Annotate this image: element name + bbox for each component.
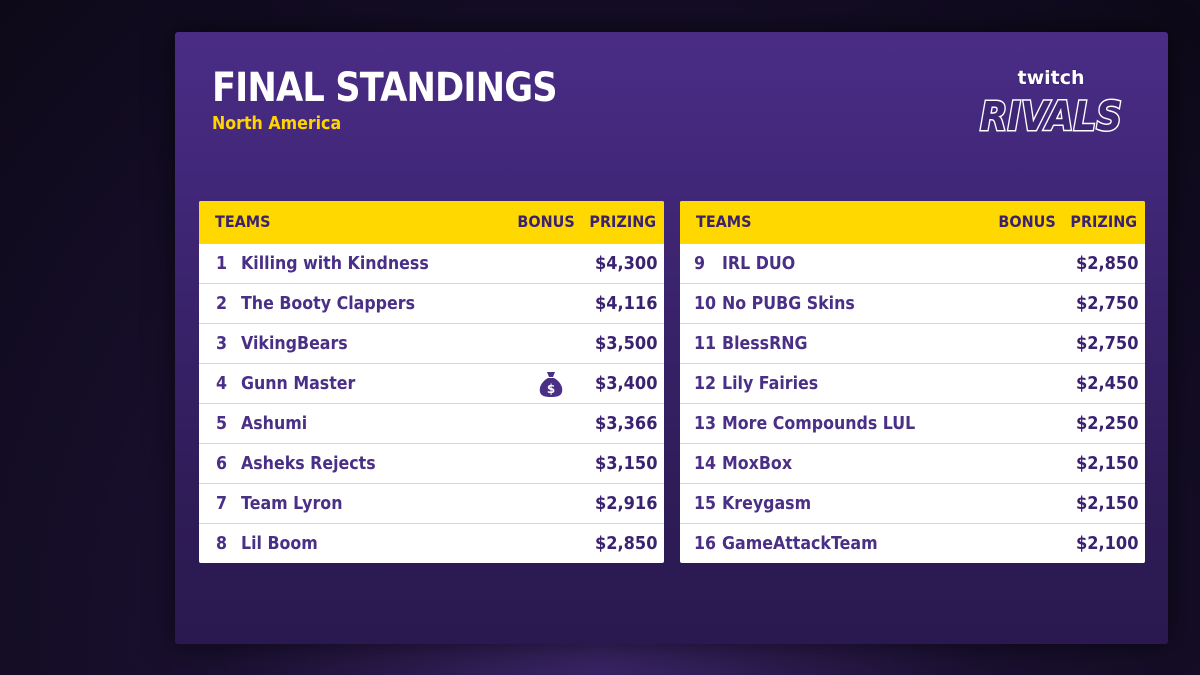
prize-amount: $2,450 bbox=[1075, 373, 1138, 394]
header-bonus: BONUS bbox=[517, 212, 575, 231]
rank-number: 11 bbox=[694, 333, 717, 354]
header-teams: TEAMS bbox=[696, 212, 752, 231]
table-row: 1 Killing with Kindness $4,300 bbox=[199, 244, 664, 283]
table-row: 2 The Booty Clappers $4,116 bbox=[199, 283, 664, 323]
team-name: GameAttackTeam bbox=[722, 533, 878, 554]
logo-rivals-text: RIVALS bbox=[980, 94, 1122, 138]
table-header: TEAMS BONUS PRIZING bbox=[680, 201, 1145, 244]
prize-amount: $2,850 bbox=[594, 533, 657, 554]
rank-number: 7 bbox=[216, 493, 228, 514]
team-name: Team Lyron bbox=[241, 493, 343, 514]
rank-number: 4 bbox=[216, 373, 228, 394]
rank-number: 16 bbox=[694, 533, 717, 554]
team-name: BlessRNG bbox=[722, 333, 808, 354]
team-name: Gunn Master bbox=[241, 373, 356, 394]
table-row: 4 Gunn Master $ $3,400 bbox=[199, 363, 664, 403]
prize-amount: $4,300 bbox=[594, 253, 657, 274]
table-header: TEAMS BONUS PRIZING bbox=[199, 201, 664, 244]
team-name: Lily Fairies bbox=[722, 373, 819, 394]
rank-number: 3 bbox=[216, 333, 228, 354]
rank-number: 9 bbox=[694, 253, 706, 274]
rank-number: 15 bbox=[694, 493, 717, 514]
region-subtitle: North America bbox=[212, 113, 342, 134]
prize-amount: $2,100 bbox=[1075, 533, 1138, 554]
header-prizing: PRIZING bbox=[1070, 212, 1137, 231]
team-name: More Compounds LUL bbox=[722, 413, 916, 434]
table-row: 6 Asheks Rejects $3,150 bbox=[199, 443, 664, 483]
team-name: Killing with Kindness bbox=[241, 253, 429, 274]
table-row: 15 Kreygasm $2,150 bbox=[680, 483, 1145, 523]
header-bonus: BONUS bbox=[998, 212, 1056, 231]
prize-amount: $2,916 bbox=[594, 493, 657, 514]
prize-amount: $2,750 bbox=[1075, 293, 1138, 314]
rank-number: 14 bbox=[694, 453, 717, 474]
prize-amount: $3,150 bbox=[594, 453, 657, 474]
team-name: Ashumi bbox=[241, 413, 308, 434]
prize-amount: $2,150 bbox=[1075, 493, 1138, 514]
prize-amount: $4,116 bbox=[594, 293, 657, 314]
team-name: MoxBox bbox=[722, 453, 793, 474]
prize-amount: $3,400 bbox=[594, 373, 657, 394]
rank-number: 10 bbox=[694, 293, 717, 314]
team-name: Lil Boom bbox=[241, 533, 318, 554]
rank-number: 13 bbox=[694, 413, 717, 434]
table-row: 12 Lily Fairies $2,450 bbox=[680, 363, 1145, 403]
prize-amount: $3,500 bbox=[594, 333, 657, 354]
table-row: 8 Lil Boom $2,850 bbox=[199, 523, 664, 563]
table-row: 3 VikingBears $3,500 bbox=[199, 323, 664, 363]
standings-table-right: TEAMS BONUS PRIZING 9 IRL DUO $2,850 10 No P… bbox=[680, 201, 1145, 563]
table-row: 14 MoxBox $2,150 bbox=[680, 443, 1145, 483]
prize-amount: $2,150 bbox=[1075, 453, 1138, 474]
team-name: IRL DUO bbox=[722, 253, 796, 274]
twitch-rivals-logo: twitch RIVALS bbox=[979, 66, 1124, 138]
table-row: 16 GameAttackTeam $2,100 bbox=[680, 523, 1145, 563]
team-name: No PUBG Skins bbox=[722, 293, 855, 314]
team-name: Asheks Rejects bbox=[241, 453, 376, 474]
header-prizing: PRIZING bbox=[589, 212, 656, 231]
table-row: 11 BlessRNG $2,750 bbox=[680, 323, 1145, 363]
rank-number: 12 bbox=[694, 373, 717, 394]
svg-text:$: $ bbox=[547, 382, 555, 396]
rank-number: 8 bbox=[216, 533, 228, 554]
money-bag-icon: $ bbox=[539, 372, 563, 397]
prize-amount: $2,850 bbox=[1075, 253, 1138, 274]
table-row: 10 No PUBG Skins $2,750 bbox=[680, 283, 1145, 323]
table-row: 5 Ashumi $3,366 bbox=[199, 403, 664, 443]
page-title: FINAL STANDINGS bbox=[212, 65, 558, 111]
prize-amount: $2,750 bbox=[1075, 333, 1138, 354]
standings-table-left: TEAMS BONUS PRIZING 1 Killing with Kindne… bbox=[199, 201, 664, 563]
rank-number: 5 bbox=[216, 413, 228, 434]
header-teams: TEAMS bbox=[215, 212, 271, 231]
rank-number: 2 bbox=[216, 293, 228, 314]
prize-amount: $3,366 bbox=[594, 413, 657, 434]
table-row: 13 More Compounds LUL $2,250 bbox=[680, 403, 1145, 443]
rank-number: 1 bbox=[216, 253, 228, 274]
team-name: VikingBears bbox=[241, 333, 348, 354]
team-name: Kreygasm bbox=[722, 493, 812, 514]
team-name: The Booty Clappers bbox=[241, 293, 415, 314]
rank-number: 6 bbox=[216, 453, 228, 474]
prize-amount: $2,250 bbox=[1075, 413, 1138, 434]
table-row: 7 Team Lyron $2,916 bbox=[199, 483, 664, 523]
logo-twitch-text: twitch bbox=[1017, 67, 1084, 89]
table-row: 9 IRL DUO $2,850 bbox=[680, 244, 1145, 283]
